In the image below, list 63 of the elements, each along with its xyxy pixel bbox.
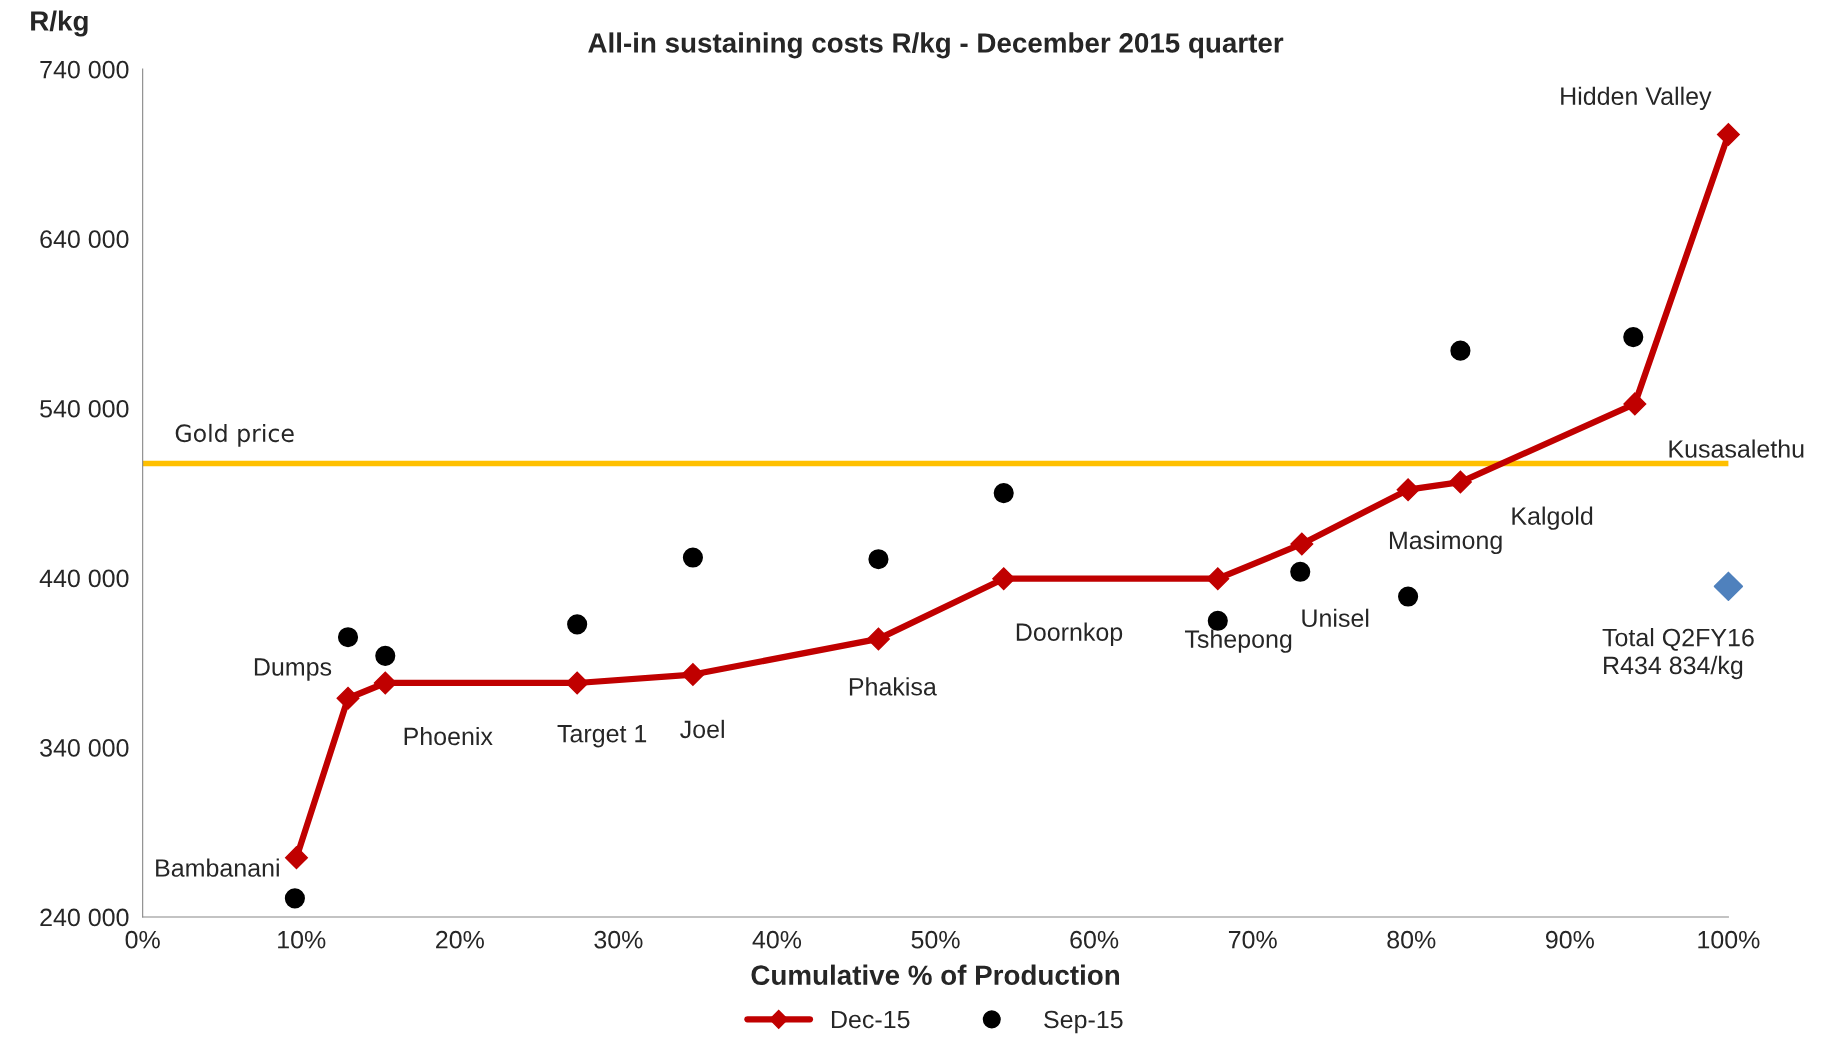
ref-line-label: Gold price: [175, 423, 294, 447]
legend-label: Dec-15: [831, 1010, 910, 1029]
annotation: Bambanani: [156, 858, 279, 877]
annotation: Joel: [680, 719, 724, 739]
annotation: Masimong: [1389, 530, 1502, 555]
x-tick-label: 50%: [911, 930, 960, 949]
annotation: Tshepong: [1184, 629, 1292, 653]
y-tick-label: 540 000: [40, 399, 129, 418]
point: [565, 671, 589, 695]
annotation: Kalgold: [1512, 506, 1593, 530]
y-tick-label: 640 000: [40, 230, 129, 249]
point: [1398, 586, 1419, 607]
point: [1290, 532, 1314, 556]
point: [682, 547, 703, 568]
y-tick-label: 240 000: [40, 908, 129, 927]
point: [1207, 610, 1228, 631]
point: [1623, 327, 1644, 348]
legend-label: Sep-15: [1044, 1010, 1123, 1034]
point: [681, 663, 705, 687]
y-tick-label: 440 000: [39, 569, 129, 588]
point: [567, 614, 588, 635]
x-tick-label: 20%: [436, 930, 484, 949]
point: [337, 627, 359, 648]
annotation: Dumps: [254, 658, 332, 681]
point: [1623, 392, 1647, 416]
point: [1448, 470, 1472, 494]
point: [284, 888, 305, 909]
x-tick-label: 30%: [594, 930, 643, 949]
point: [1716, 122, 1740, 146]
annotation: Phoenix: [404, 726, 493, 746]
annotation: Hidden Valley: [1561, 86, 1712, 110]
x-tick-label: 40%: [752, 930, 802, 949]
point: [336, 686, 360, 710]
point: [1396, 478, 1420, 502]
annotation: Total Q2FY16 R434 834/kg: [1602, 628, 1754, 680]
point: [992, 567, 1016, 591]
point: [373, 671, 397, 695]
annotation: Doornkop: [1016, 622, 1123, 646]
point: [284, 846, 308, 870]
y-tick-label: 340 000: [40, 739, 129, 757]
point: [1450, 340, 1471, 361]
y-tick-label: 740 000: [40, 60, 129, 79]
point: [1206, 567, 1230, 591]
chart-title: All-in sustaining costs R/kg - December 2015 quarter: [588, 32, 1284, 59]
annotation: Phakisa: [849, 677, 937, 696]
point: [993, 483, 1014, 504]
point: [1713, 571, 1744, 602]
annotation: Target 1: [557, 725, 647, 748]
x-tick-label: 70%: [1228, 930, 1277, 949]
x-tick-label: 0%: [125, 930, 160, 949]
y-axis-title: R/kg: [31, 10, 88, 37]
point: [1290, 561, 1311, 582]
point: [868, 549, 889, 570]
point: [866, 627, 890, 651]
x-tick-label: 80%: [1387, 930, 1436, 949]
annotation: Unisel: [1302, 608, 1369, 628]
annotation: Kusasalethu: [1669, 439, 1804, 458]
x-axis-title: Cumulative % of Production: [751, 964, 1120, 986]
x-tick-label: 10%: [278, 930, 326, 949]
x-tick-label: 60%: [1070, 930, 1119, 949]
x-tick-label: 90%: [1545, 930, 1594, 949]
point: [375, 645, 396, 666]
x-tick-label: 100%: [1698, 930, 1760, 949]
